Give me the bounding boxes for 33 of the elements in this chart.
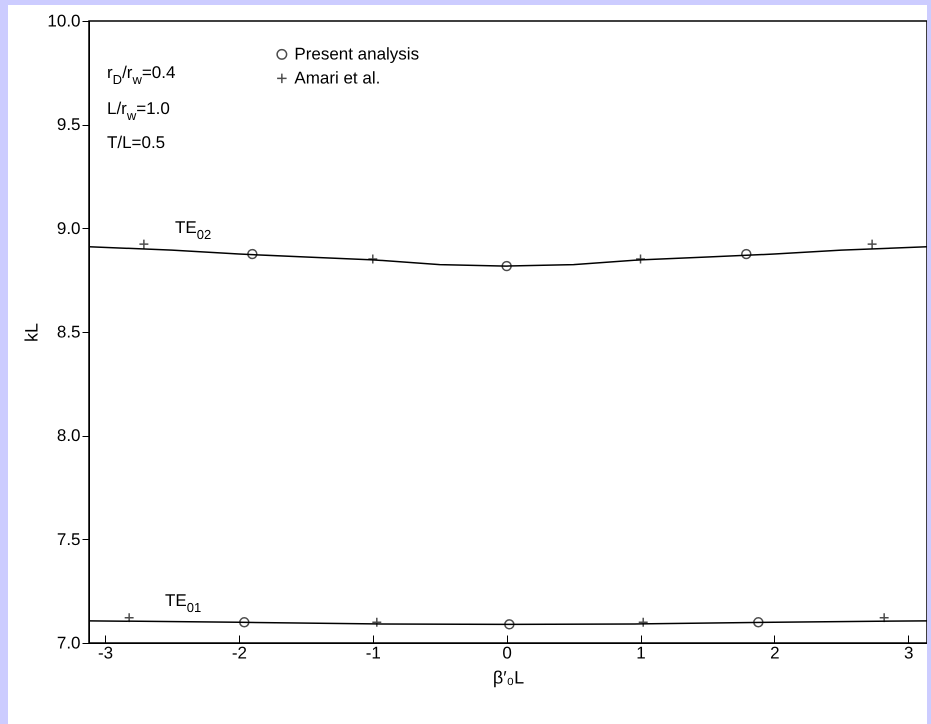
y-tick-label: 8.5 [56, 322, 80, 342]
point [753, 617, 764, 628]
annotation: TE$_{01}$ [165, 591, 202, 615]
y-tick-label: 7.0 [56, 634, 80, 652]
x-tick-label: -3 [98, 644, 114, 662]
point [124, 612, 134, 623]
point [741, 248, 752, 260]
y-tick-label: 9.0 [56, 218, 80, 238]
y-tick-label: 7.5 [56, 530, 80, 549]
legend-label: Amari et al. [294, 68, 380, 88]
x-tick-label: -1 [366, 644, 381, 662]
x-tick-label: 3 [904, 644, 914, 662]
y-tick-label: 9.5 [56, 115, 80, 134]
x-axis-title: β′₀L [492, 668, 524, 688]
x-tick-label: 2 [770, 644, 780, 662]
point [501, 260, 512, 272]
point [504, 619, 515, 630]
legend-label: Present analysis [294, 44, 420, 64]
y-tick-label: 8.0 [56, 426, 80, 446]
x-tick-label: 0 [502, 644, 512, 662]
y-tick-label: 10.0 [47, 12, 80, 30]
annotation: L/r$_{w}$=1.0 [107, 99, 170, 123]
point [138, 238, 150, 250]
annotation: TE$_{02}$ [175, 218, 212, 242]
x-tick-label: 1 [636, 644, 646, 662]
x-tick-label: -2 [232, 644, 247, 662]
y-axis-title: kL [21, 322, 42, 342]
point [866, 238, 878, 250]
point [247, 248, 258, 260]
point [239, 617, 250, 628]
annotation: T/L=0.5 [107, 133, 166, 152]
annotation: r$_{D}$/r$_{w}$=0.4 [107, 63, 176, 87]
point [372, 617, 382, 628]
